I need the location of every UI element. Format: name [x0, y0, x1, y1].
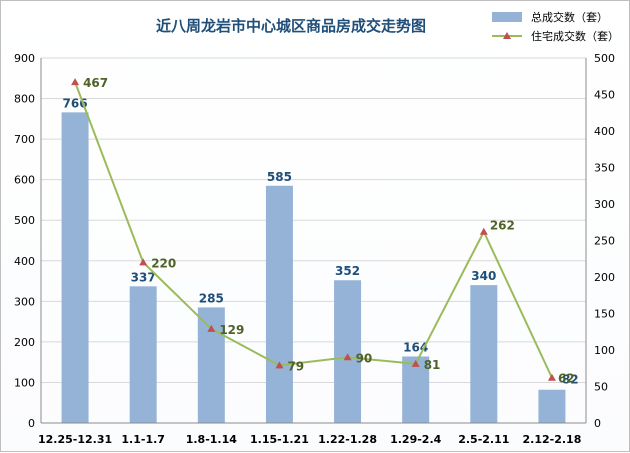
- line-data-label: 262: [490, 219, 515, 233]
- line-marker: [343, 353, 352, 361]
- category-label: 2.5-2.11: [458, 433, 509, 446]
- right-tick-label: 450: [594, 89, 615, 102]
- legend-bar-label: 总成交数（套）: [531, 10, 608, 24]
- line-path: [74, 81, 553, 379]
- right-tick-label: 150: [594, 308, 615, 321]
- category-label: 1.1-1.7: [121, 433, 165, 446]
- legend-line-marker: [503, 32, 511, 39]
- line-marker: [411, 359, 420, 367]
- right-axis: 0 50 100 150 200 250 300 350 400 450 500: [585, 52, 615, 430]
- right-tick-label: 250: [594, 235, 615, 248]
- bar-data-label: 585: [267, 170, 292, 184]
- line-data-label: 62: [558, 372, 575, 386]
- category-label: 1.29-2.4: [390, 433, 442, 446]
- left-tick-label: 100: [14, 376, 35, 389]
- right-tick-label: 400: [594, 125, 615, 138]
- line-data-label: 79: [287, 359, 304, 373]
- bar-data-label: 340: [471, 269, 496, 283]
- left-tick-label: 600: [14, 174, 35, 187]
- left-tick-label: 200: [14, 336, 35, 349]
- gridlines: [41, 57, 586, 424]
- bar-data-label: 337: [131, 270, 156, 284]
- left-tick-label: 500: [14, 214, 35, 227]
- bar: [334, 280, 362, 423]
- bar: [538, 389, 566, 423]
- line-marker: [207, 324, 216, 332]
- line-marker: [139, 258, 148, 266]
- bar-data-label: 352: [335, 264, 360, 278]
- left-tick-label: 800: [14, 93, 35, 106]
- right-tick-label: 0: [594, 417, 601, 430]
- line-marker: [547, 373, 556, 381]
- x-axis-labels: 12.25-12.31 1.1-1.7 1.8-1.14 1.15-1.21 1.22-…: [38, 422, 586, 446]
- category-label: 1.8-1.14: [186, 433, 238, 446]
- legend-bar-swatch: [492, 12, 522, 22]
- line-data-label: 90: [356, 351, 373, 365]
- bar-data-label: 82: [562, 373, 579, 387]
- left-tick-label: 700: [14, 133, 35, 146]
- legend-line-label: 住宅成交数（套）: [531, 29, 619, 43]
- line-data-label: 467: [83, 76, 108, 90]
- bar: [402, 356, 430, 423]
- right-tick-label: 300: [594, 198, 615, 211]
- left-tick-label: 300: [14, 295, 35, 308]
- left-tick-label: 400: [14, 255, 35, 268]
- line-marker: [479, 227, 488, 235]
- left-tick-label: 0: [28, 417, 35, 430]
- bar: [265, 185, 293, 423]
- right-tick-label: 200: [594, 271, 615, 284]
- category-label: 2.12-2.18: [523, 433, 582, 446]
- line-data-label: 81: [424, 358, 441, 372]
- left-tick-label: 900: [14, 52, 35, 65]
- bar: [470, 285, 498, 423]
- right-tick-label: 500: [594, 52, 615, 65]
- line-series: 467 220 129 79 90 81 262 62: [71, 76, 575, 386]
- line-marker: [275, 361, 284, 369]
- line-data-label: 129: [219, 323, 244, 337]
- bar: [61, 112, 89, 423]
- line-data-label: 220: [151, 256, 176, 270]
- left-axis: 0 100 200 300 400 500 600 700 800 900: [14, 52, 42, 430]
- category-label: 1.15-1.21: [250, 433, 309, 446]
- category-label: 12.25-12.31: [38, 433, 112, 446]
- line-marker: [71, 78, 80, 86]
- bar-data-label: 285: [199, 291, 224, 305]
- chart-title: 近八周龙岩市中心城区商品房成交走势图: [156, 17, 426, 35]
- bar: [129, 286, 157, 423]
- right-tick-label: 100: [594, 344, 615, 357]
- right-tick-label: 350: [594, 162, 615, 175]
- legend: 总成交数（套） 住宅成交数（套）: [492, 10, 619, 43]
- category-label: 1.22-1.28: [318, 433, 377, 446]
- right-tick-label: 50: [594, 381, 608, 394]
